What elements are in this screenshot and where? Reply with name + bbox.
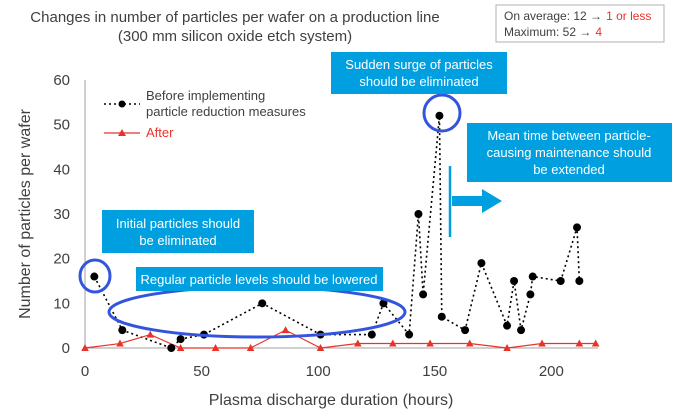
data-point-after xyxy=(146,330,155,338)
data-point-after xyxy=(81,344,89,351)
x-tick-label: 150 xyxy=(422,363,447,380)
callout-initial-line2: be eliminated xyxy=(139,233,216,248)
summary-box: On average: 12 → 1 or less Maximum: 52 → 4 xyxy=(495,4,665,43)
summary-average-value: 1 or less xyxy=(606,9,651,23)
y-tick-label: 10 xyxy=(53,295,70,312)
data-point-before xyxy=(367,330,376,339)
highlight-surge-ellipse xyxy=(422,93,462,133)
y-tick-label: 60 xyxy=(53,72,70,89)
data-point-after xyxy=(176,344,185,351)
callout-regular-line1: Regular particle levels should be lowere… xyxy=(140,272,377,287)
data-point-after xyxy=(426,339,434,347)
data-point-before xyxy=(405,330,414,339)
y-tick-labels: 0 10 20 30 40 50 60 xyxy=(53,72,70,357)
y-axis-title: Number of particles per wafer xyxy=(17,108,34,319)
data-point-after xyxy=(465,339,474,347)
data-point-before xyxy=(435,111,444,120)
legend-before-label-line2: particle reduction measures xyxy=(146,104,306,119)
data-point-before xyxy=(556,277,565,285)
x-tick-label: 100 xyxy=(306,363,331,380)
data-point-before xyxy=(503,321,512,330)
data-point-before xyxy=(90,272,99,281)
data-point-before xyxy=(437,312,446,321)
data-point-before xyxy=(118,326,127,335)
x-tick-labels: 0 50 100 150 200 xyxy=(81,363,564,380)
x-tick-label: 200 xyxy=(539,363,564,380)
series-line-after xyxy=(84,329,596,349)
legend-after-marker xyxy=(118,129,126,136)
data-point-after xyxy=(316,344,325,351)
summary-maximum-label: Maximum: 52 → xyxy=(504,25,591,39)
callout-mtbm-line3: be extended xyxy=(533,162,605,177)
summary-maximum-value: 4 xyxy=(595,25,602,39)
x-axis-title: Plasma discharge duration (hours) xyxy=(209,392,454,409)
data-point-before xyxy=(528,272,537,281)
y-tick-label: 30 xyxy=(53,206,70,223)
y-tick-label: 40 xyxy=(53,161,70,178)
extend-arrow xyxy=(448,166,502,237)
legend: Before implementing particle reduction m… xyxy=(104,88,306,140)
data-point-after xyxy=(575,339,584,347)
summary-average-label: On average: 12 → xyxy=(504,9,602,23)
data-point-after xyxy=(246,344,255,351)
highlight-regular-ellipse xyxy=(107,285,407,339)
y-tick-label: 50 xyxy=(53,117,70,134)
y-tick-label: 20 xyxy=(53,251,70,268)
chart-title-line2: (300 mm silicon oxide etch system) xyxy=(118,28,352,45)
data-point-after xyxy=(503,344,511,351)
data-point-before xyxy=(526,290,535,299)
data-point-after xyxy=(354,339,362,347)
highlight-initial-ellipse xyxy=(78,258,112,294)
data-point-after xyxy=(116,339,124,347)
data-point-before xyxy=(167,344,176,352)
callout-sudden-surge: Sudden surge of particles should be elim… xyxy=(331,52,507,94)
callout-surge-line1: Sudden surge of particles xyxy=(345,57,493,72)
legend-before-marker xyxy=(118,100,126,108)
legend-before-label-line1: Before implementing xyxy=(146,88,265,103)
data-point-after xyxy=(389,339,397,347)
data-point-before xyxy=(379,299,388,308)
x-tick-label: 0 xyxy=(81,363,89,380)
data-point-before xyxy=(477,259,486,268)
data-point-before xyxy=(258,299,267,308)
data-point-after xyxy=(281,326,290,334)
data-point-before xyxy=(461,326,470,335)
callout-mean-time: Mean time between particle- causing main… xyxy=(467,123,672,182)
data-point-after xyxy=(211,344,220,351)
callout-mtbm-line1: Mean time between particle- xyxy=(487,128,650,143)
callout-regular-levels: Regular particle levels should be lowere… xyxy=(136,267,383,291)
legend-after-label: After xyxy=(146,125,174,140)
data-point-before xyxy=(573,223,582,232)
y-tick-label: 0 xyxy=(62,340,70,357)
data-point-before xyxy=(510,277,519,285)
data-point-before xyxy=(575,277,584,285)
data-point-before xyxy=(419,290,428,299)
chart-title-line1: Changes in number of particles per wafer… xyxy=(30,9,439,26)
svg-text:Maximum: 52 →4: Maximum: 52 → 4 xyxy=(504,25,602,39)
callout-initial: Initial particles should be eliminated xyxy=(102,210,254,253)
data-point-before xyxy=(176,335,185,344)
data-point-before xyxy=(414,210,423,218)
data-point-after xyxy=(538,339,546,347)
data-point-before xyxy=(517,326,526,335)
svg-text:On average: 12 →1 or less: On average: 12 → 1 or less xyxy=(504,9,651,23)
callout-initial-line1: Initial particles should xyxy=(116,216,240,231)
x-tick-label: 50 xyxy=(193,363,210,380)
data-point-after xyxy=(591,339,600,347)
callout-surge-line2: should be eliminated xyxy=(359,74,478,89)
callout-mtbm-line2: causing maintenance should xyxy=(487,145,652,160)
